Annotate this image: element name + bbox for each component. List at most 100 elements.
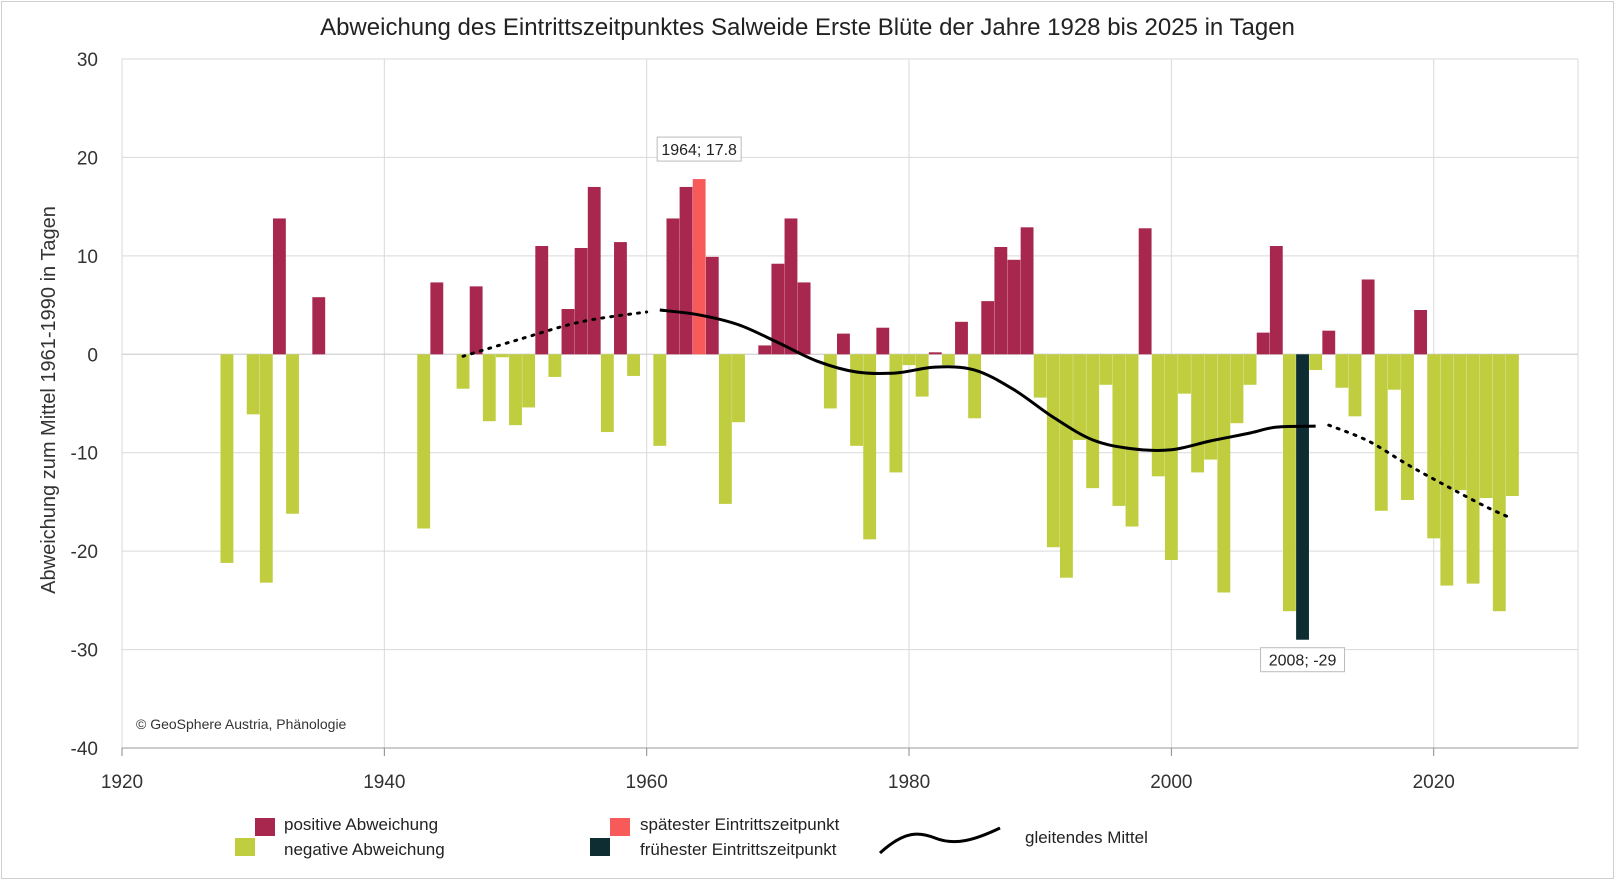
bar-2007 <box>1256 332 1270 355</box>
annotation-label: 2008; -29 <box>1269 653 1337 670</box>
smooth-line-dotted-start <box>461 310 649 358</box>
bar-1947 <box>469 286 483 355</box>
bar-1991 <box>1046 354 1060 548</box>
annotation-label: 1964; 17.8 <box>661 142 737 159</box>
bar-1932 <box>272 218 286 355</box>
bar-2011 <box>1309 354 1323 371</box>
y-tick-label: -10 <box>71 444 98 465</box>
bar-1970 <box>771 263 785 355</box>
bar-1962 <box>666 218 680 355</box>
bar-1988 <box>1007 259 1021 355</box>
bar-1946 <box>456 354 470 389</box>
bar-2016 <box>1374 354 1388 511</box>
bar-1985 <box>968 354 982 419</box>
bar-2004 <box>1217 354 1231 593</box>
bar-2021 <box>1440 354 1454 586</box>
y-tick-label: 0 <box>87 345 98 366</box>
bar-1989 <box>1020 227 1034 355</box>
bar-1975 <box>837 333 850 355</box>
x-tick-label: 1960 <box>626 772 668 793</box>
smooth-line-solid <box>659 308 1316 452</box>
x-tick-label: 2020 <box>1413 772 1455 793</box>
bar-2009 <box>1282 354 1296 612</box>
bar-1980 <box>902 354 916 366</box>
bar-2008 <box>1269 246 1283 355</box>
bar-1986 <box>981 301 995 355</box>
y-tick-label: -30 <box>71 641 98 662</box>
bar-1990 <box>1033 354 1047 398</box>
bar-1928 <box>220 354 234 563</box>
y-tick-label: 20 <box>77 148 98 169</box>
bar-2014 <box>1348 354 1362 417</box>
x-tick-label: 2000 <box>1150 772 1192 793</box>
bar-2020 <box>1427 354 1441 539</box>
bar-1953 <box>548 354 562 377</box>
bar-1976 <box>850 354 863 446</box>
annotation-box <box>1260 647 1346 673</box>
bar-1931 <box>259 354 273 583</box>
bar-2019 <box>1414 309 1428 355</box>
bar-1959 <box>627 354 640 376</box>
y-axis-label: Abweichung zum Mittel 1961-1990 in Tagen <box>38 206 60 594</box>
legend-label-negative: negative Abweichung <box>284 840 445 859</box>
bar-2005 <box>1230 354 1244 424</box>
bar-2010 <box>1296 354 1309 640</box>
bar-1930 <box>246 354 260 415</box>
y-tick-label: 10 <box>77 247 98 268</box>
bar-1974 <box>823 354 837 409</box>
bar-1967 <box>732 354 745 423</box>
bar-1958 <box>614 242 627 355</box>
bar-1948 <box>482 354 496 422</box>
bar-1933 <box>286 354 299 514</box>
bar-1982 <box>928 352 942 355</box>
bar-1957 <box>600 354 614 433</box>
bar-1952 <box>535 246 549 355</box>
bar-2017 <box>1387 354 1401 390</box>
bar-1977 <box>863 354 877 540</box>
bar-1972 <box>797 282 811 355</box>
bar-1997 <box>1125 354 1139 527</box>
bar-1996 <box>1112 354 1126 506</box>
legend-label-smooth: gleitendes Mittel <box>1025 828 1148 847</box>
bar-2023 <box>1466 354 1480 584</box>
bar-2022 <box>1453 354 1467 491</box>
y-tick-label: -20 <box>71 542 98 563</box>
legend-label-positive: positive Abweichung <box>284 815 439 834</box>
legend-swatch-negative <box>235 838 255 856</box>
bar-2025 <box>1492 354 1506 612</box>
bar-1969 <box>758 345 772 355</box>
bar-2000 <box>1164 354 1178 561</box>
legend-label-earliest: frühester Eintrittszeitpunkt <box>640 840 837 859</box>
bar-1993 <box>1073 354 1086 440</box>
bar-1987 <box>994 246 1008 355</box>
bar-1949 <box>495 354 509 358</box>
bar-1978 <box>876 327 890 355</box>
bar-1950 <box>509 354 522 426</box>
bar-1964 <box>692 179 706 355</box>
annotation-box <box>656 136 742 162</box>
bar-1935 <box>312 297 326 355</box>
x-tick-label: 1980 <box>888 772 930 793</box>
annotations: 1964; 17.8 2008; -29 <box>656 136 1346 673</box>
bar-2002 <box>1191 354 1205 473</box>
legend-swatch-earliest <box>590 838 610 856</box>
bar-2024 <box>1479 354 1493 498</box>
bar-2012 <box>1322 330 1336 355</box>
bar-1943 <box>417 354 431 529</box>
bars <box>220 179 1519 640</box>
legend-swatch-latest <box>610 818 630 836</box>
bar-1979 <box>889 354 903 473</box>
bar-1965 <box>705 256 719 355</box>
bar-2015 <box>1361 279 1375 355</box>
smoothed-line <box>461 308 1514 521</box>
bar-1999 <box>1151 354 1165 477</box>
x-tick-label: 1940 <box>363 772 405 793</box>
credit-text: © GeoSphere Austria, Phänologie <box>128 712 355 736</box>
bar-1956 <box>587 186 601 355</box>
y-tick-label: 30 <box>77 50 98 71</box>
bar-1994 <box>1086 354 1100 489</box>
bar-2006 <box>1243 354 1257 385</box>
